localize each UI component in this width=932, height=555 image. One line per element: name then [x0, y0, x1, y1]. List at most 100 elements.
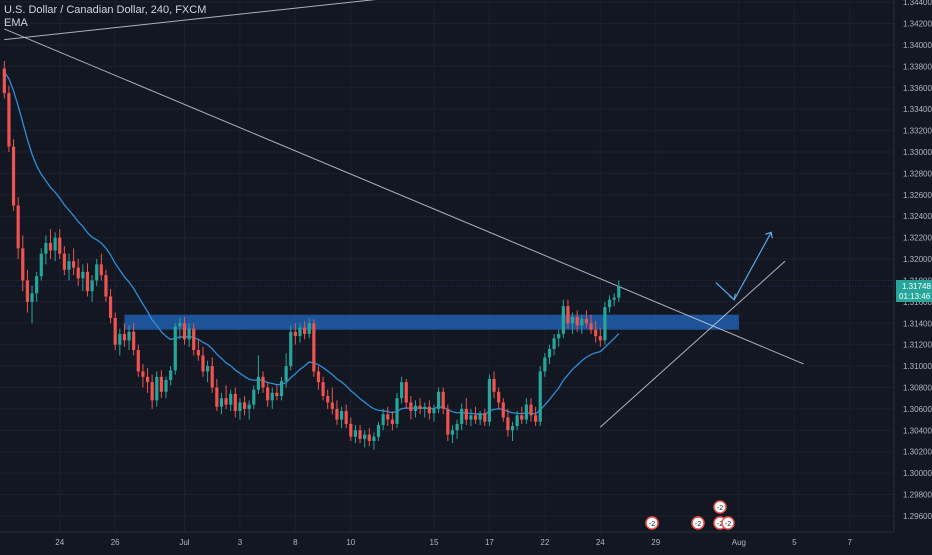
time-axis[interactable]: 24 26 Jul 3 8 10 15 17 22 24 29 Aug 5 7 [0, 531, 894, 547]
candle-body [418, 405, 422, 409]
time-tick-label: 29 [651, 538, 660, 547]
candle-body [557, 333, 561, 339]
candle-body [159, 376, 163, 392]
candle-body [173, 326, 177, 371]
price-tick-label: 1.32200 [903, 234, 932, 243]
candle-body [16, 205, 20, 249]
indicator-label: EMA [4, 17, 28, 29]
candle-body [136, 350, 140, 372]
candle-body [238, 402, 242, 412]
price-tick-label: 1.30400 [903, 426, 932, 435]
event-badge-circle [713, 500, 727, 514]
candle-body [205, 366, 210, 372]
candle-body [53, 237, 57, 251]
candle-body [330, 402, 334, 409]
candle-body [25, 280, 30, 302]
time-tick-label: 24 [55, 538, 64, 547]
price-tick-label: 1.32800 [903, 169, 932, 178]
price-tick-label: 1.34200 [903, 20, 932, 29]
candle-body [353, 430, 358, 437]
time-tick-label: 8 [293, 538, 298, 547]
candle-body [279, 381, 284, 397]
arrow-head [765, 231, 773, 239]
price-tick-label: 1.31400 [903, 319, 932, 328]
candle-body [215, 387, 219, 407]
event-badge-circle [721, 516, 735, 530]
price-tick-label: 1.32000 [903, 255, 932, 264]
candle-body [284, 366, 288, 382]
candle-body [561, 306, 565, 334]
resistance-zone[interactable] [124, 314, 739, 330]
time-tick-label: 10 [346, 538, 355, 547]
event-badge: -2 [721, 516, 735, 530]
candle-body [303, 327, 307, 334]
price-tick-label: 1.32600 [903, 191, 932, 200]
price-tick-label: 1.30600 [903, 405, 932, 414]
candle-body [7, 93, 11, 147]
candle-body [524, 404, 528, 420]
price-tick-label: 1.33400 [903, 105, 932, 114]
candle-body [90, 280, 94, 292]
candle-body [404, 382, 408, 403]
candle-body [210, 366, 214, 388]
event-badges[interactable]: -2 -2 -2 -2-2 [645, 500, 735, 530]
candle-body [39, 253, 43, 277]
candle-body [95, 264, 99, 281]
price-tick-label: 1.31000 [903, 362, 932, 371]
candle-body [552, 338, 556, 349]
candle-body [62, 253, 66, 270]
candle-body [118, 333, 122, 345]
trendlines[interactable] [4, 0, 804, 428]
candle-body [2, 68, 6, 94]
candle-body [298, 327, 302, 337]
candle-body [169, 370, 173, 380]
candle-body [48, 242, 53, 251]
candle-body [44, 242, 48, 254]
price-axis[interactable]: 1.34400 1.34200 1.34000 1.33800 1.33600 1.334… [893, 0, 932, 550]
event-badge-circle [645, 516, 659, 530]
projection-arrow[interactable] [715, 231, 773, 301]
candle-body [30, 293, 34, 302]
candle-body [492, 378, 496, 392]
candle-body [233, 393, 237, 412]
event-badge: -2 [713, 500, 727, 514]
candle-body [372, 436, 376, 442]
candle-body [515, 415, 519, 427]
price-tick-label: 1.33600 [903, 84, 932, 93]
candle-body [584, 318, 589, 324]
candle-body [446, 408, 450, 435]
candle-body [21, 248, 25, 281]
zone-rect [124, 314, 739, 330]
candle-body [141, 371, 145, 377]
candle-body [266, 387, 270, 401]
candle-body [534, 415, 538, 422]
candle-body [390, 419, 394, 424]
candle-body [256, 376, 261, 390]
candle-body [617, 285, 621, 298]
candle-body [132, 331, 136, 351]
candle-body [150, 382, 154, 401]
candle-body [450, 430, 455, 435]
event-badge-label: -2 [725, 521, 731, 528]
event-badge-label: -2 [717, 505, 723, 512]
candle-body [529, 404, 533, 416]
candle-body [473, 415, 478, 420]
candle-body [598, 336, 602, 341]
candle-body [547, 348, 552, 358]
candle-body [127, 331, 131, 341]
time-tick-label: 5 [792, 538, 797, 547]
candle-body [242, 402, 247, 409]
price-tick-label: 1.33000 [903, 148, 932, 157]
candle-body [316, 371, 321, 383]
candle-body [427, 406, 431, 414]
time-tick-label: 26 [111, 538, 120, 547]
time-tick-label: Jul [179, 538, 189, 547]
candle-body [349, 423, 353, 437]
candle-body [436, 391, 441, 409]
price-tick-label: 1.33200 [903, 127, 932, 136]
candle-body [164, 380, 168, 392]
candle-body [589, 323, 593, 330]
